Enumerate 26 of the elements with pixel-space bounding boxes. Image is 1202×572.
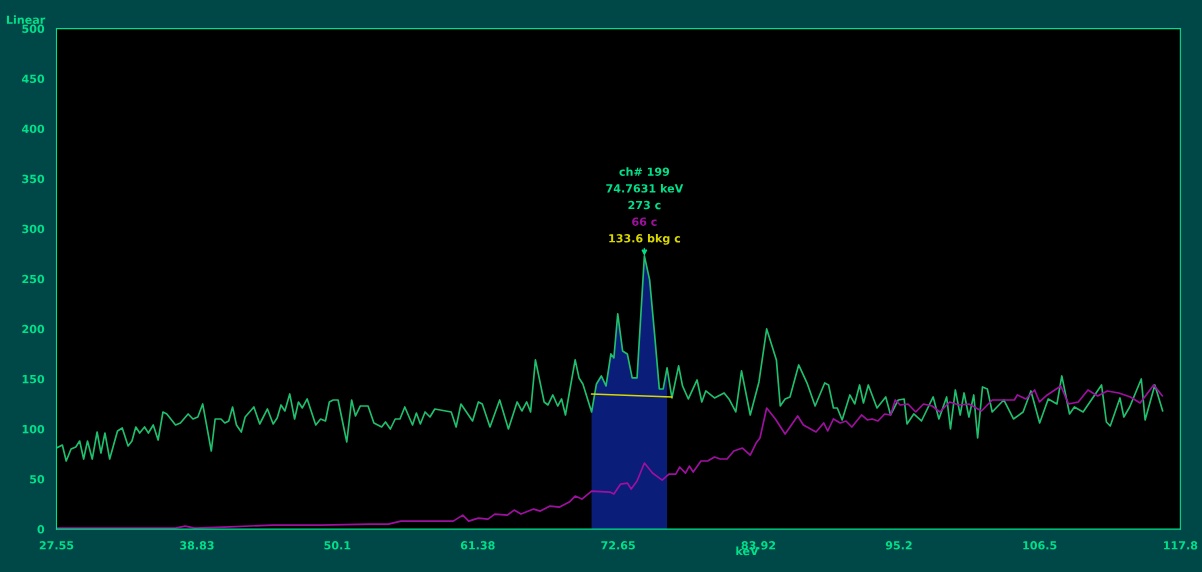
y-tick-label: 400: [22, 124, 45, 134]
y-axis-title: Linear: [6, 15, 46, 24]
y-tick-label: 250: [22, 274, 45, 284]
annotation: ch# 199: [619, 167, 670, 176]
annotation: 133.6 bkg c: [609, 233, 681, 245]
y-tick-label: 50: [30, 475, 45, 484]
x-tick-label: 50.1: [324, 541, 351, 550]
x-tick-label: 61.38: [460, 541, 495, 550]
line-series: [56, 384, 1164, 529]
x-tick-label: 95.2: [885, 541, 912, 550]
y-tick-label: 300: [22, 224, 45, 234]
x-tick-label: 106.5: [1023, 541, 1057, 550]
y-tick-label: 200: [22, 324, 45, 334]
x-tick-label: 117.8: [1164, 541, 1198, 550]
x-tick-label: 72.65: [601, 541, 635, 550]
y-tick-label: 450: [22, 74, 45, 84]
annotation: 74.7631 keV: [606, 183, 684, 193]
annotation: 66 c: [632, 217, 657, 226]
annotation: 273 c: [628, 200, 661, 210]
y-tick-label: 150: [22, 374, 45, 384]
y-tick-label: 0: [37, 525, 45, 534]
y-tick-label: 500: [22, 24, 45, 33]
y-tick-label: 350: [22, 174, 45, 184]
x-tick-label: 38.83: [180, 541, 214, 550]
y-tick-label: 100: [22, 424, 45, 434]
x-tick-label: 27.55: [39, 541, 74, 550]
